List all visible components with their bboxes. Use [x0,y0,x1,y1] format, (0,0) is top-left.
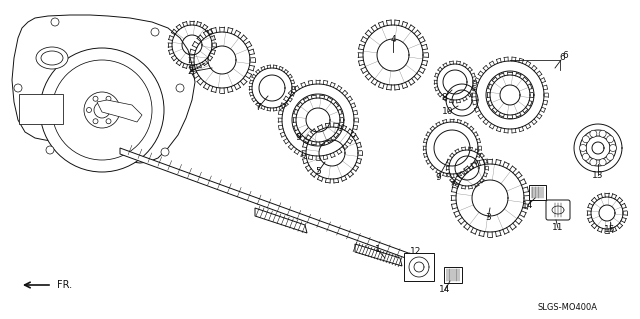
Text: 6: 6 [559,54,565,63]
Circle shape [106,119,111,124]
Circle shape [161,148,169,156]
Text: SLGS-MO400A: SLGS-MO400A [538,303,598,313]
Text: 9: 9 [295,133,301,143]
Text: FR.: FR. [58,280,72,290]
FancyBboxPatch shape [444,267,462,283]
Circle shape [52,60,152,160]
Text: 7: 7 [255,103,261,113]
Polygon shape [255,208,307,233]
Circle shape [46,146,54,154]
Text: 12: 12 [410,248,422,256]
Circle shape [599,159,606,166]
FancyBboxPatch shape [529,184,545,199]
Polygon shape [355,244,402,266]
Text: 10: 10 [442,108,454,116]
FancyBboxPatch shape [19,94,63,124]
Circle shape [84,92,120,128]
Text: 4: 4 [390,35,396,44]
Text: 1: 1 [375,246,381,255]
Text: 14: 14 [439,286,451,294]
Circle shape [106,96,111,101]
Circle shape [94,102,110,118]
Text: 14: 14 [522,201,534,210]
FancyBboxPatch shape [546,200,570,220]
Text: 11: 11 [552,224,564,233]
FancyBboxPatch shape [404,253,434,281]
Circle shape [176,84,184,92]
Circle shape [582,136,589,143]
Circle shape [151,28,159,36]
Text: 5: 5 [315,167,321,176]
Circle shape [609,145,616,152]
Text: 2: 2 [187,68,193,77]
Circle shape [590,159,597,166]
Polygon shape [120,148,422,264]
Polygon shape [12,15,195,163]
Circle shape [93,96,98,101]
Polygon shape [97,100,142,122]
Circle shape [579,145,586,152]
Circle shape [40,48,164,172]
Circle shape [607,153,614,160]
Circle shape [86,108,92,113]
Circle shape [51,18,59,26]
Text: 7: 7 [449,181,455,189]
Text: 13: 13 [592,170,604,180]
Circle shape [93,119,98,124]
Circle shape [599,130,606,137]
Text: 9: 9 [435,174,441,182]
Circle shape [113,108,118,113]
Text: 8: 8 [441,93,447,102]
Text: 15: 15 [604,226,616,234]
Circle shape [607,136,614,143]
Ellipse shape [36,47,68,69]
Text: 6: 6 [562,50,568,60]
Circle shape [582,153,589,160]
Circle shape [14,84,22,92]
Ellipse shape [41,51,63,65]
Text: 3: 3 [485,213,491,222]
Circle shape [590,130,597,137]
